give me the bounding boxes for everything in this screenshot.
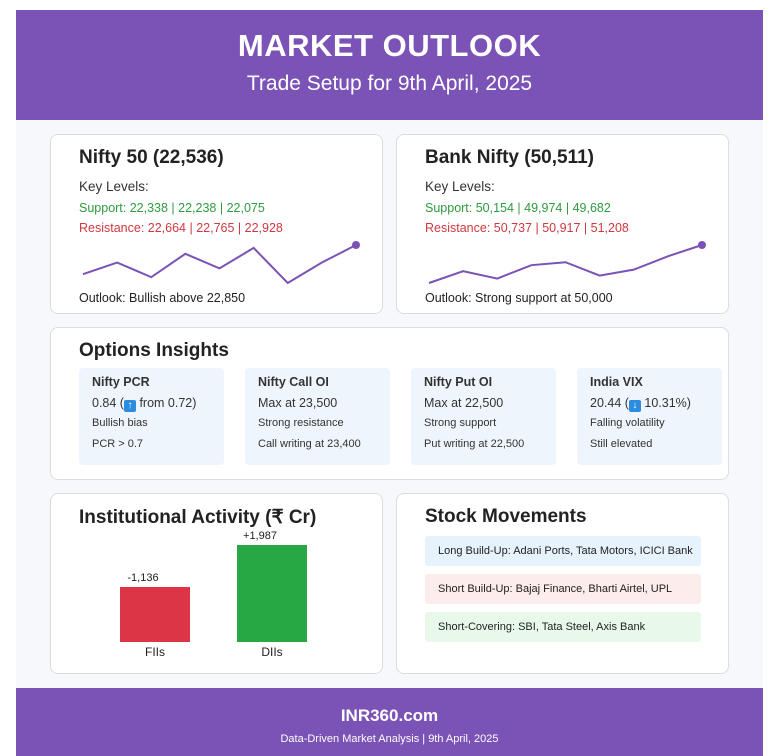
option-item-nifty-call-oi: Nifty Call OI Max at 23,500 Strong resis… [245, 368, 390, 465]
movement-short-covering: Short-Covering: SBI, Tata Steel, Axis Ba… [425, 612, 701, 642]
option-note: Strong resistance [258, 417, 344, 429]
options-insights-title: Options Insights [79, 340, 229, 361]
institutional-activity-title: Institutional Activity (₹ Cr) [79, 507, 317, 528]
bar-fiis [120, 586, 190, 642]
sparkline-end-dot [698, 241, 706, 249]
bank-nifty-outlook: Outlook: Strong support at 50,000 [425, 291, 613, 305]
footer-brand: INR360.com [340, 706, 439, 725]
option-note: Falling volatility [590, 417, 665, 429]
stock-movements-card: Stock Movements Long Build-Up: Adani Por… [396, 493, 729, 674]
option-value-pre: 20.44 ( [590, 396, 629, 410]
nifty-card: Nifty 50 (22,536) Key Levels: Support: 2… [50, 134, 383, 314]
nifty-sparkline [82, 241, 360, 285]
option-heading: Nifty Put OI [424, 375, 493, 389]
option-value-pre: 0.84 ( [92, 396, 124, 410]
option-note: PCR > 0.7 [92, 438, 144, 450]
option-heading: India VIX [590, 375, 643, 389]
option-heading: Nifty Call OI [258, 375, 329, 389]
options-insights-card: Options Insights Nifty PCR 0.84 (↑ from … [50, 327, 729, 480]
option-note: Call writing at 23,400 [258, 438, 361, 450]
page-subtitle: Trade Setup for 9th April, 2025 [246, 72, 533, 95]
nifty-key-levels-label: Key Levels: [79, 179, 149, 194]
option-heading: Nifty PCR [92, 375, 150, 389]
bar-value-label: -1,136 [127, 571, 159, 584]
option-item-india-vix: India VIX 20.44 (↓ 10.31%) Falling volat… [577, 368, 722, 465]
option-note: Still elevated [590, 438, 653, 450]
header-banner: MARKET OUTLOOK Trade Setup for 9th April… [16, 10, 763, 120]
option-note: Bullish bias [92, 417, 148, 429]
option-note: Strong support [424, 417, 497, 429]
option-value-post: 10.31%) [640, 396, 691, 410]
nifty-outlook: Outlook: Bullish above 22,850 [79, 291, 246, 305]
footer-banner: INR360.com Data-Driven Market Analysis |… [16, 688, 763, 756]
bar-category-label: DIIs [261, 645, 283, 659]
nifty-title: Nifty 50 (22,536) [79, 147, 224, 168]
down-arrow-icon: ↓ [628, 400, 641, 412]
bar-diis [237, 545, 307, 642]
option-note: Put writing at 22,500 [424, 438, 525, 450]
movement-long-buildup: Long Build-Up: Adani Ports, Tata Motors,… [425, 536, 701, 566]
bank-nifty-card: Bank Nifty (50,511) Key Levels: Support:… [396, 134, 729, 314]
footer-tagline: Data-Driven Market Analysis | 9th April,… [280, 733, 499, 745]
up-arrow-icon: ↑ [123, 400, 136, 412]
nifty-resistance: Resistance: 22,664 | 22,765 | 22,928 [79, 221, 283, 235]
option-item-nifty-pcr: Nifty PCR 0.84 (↑ from 0.72) Bullish bia… [79, 368, 224, 465]
bar-category-label: FIIs [145, 645, 165, 659]
bank-nifty-title: Bank Nifty (50,511) [425, 147, 594, 168]
bank-nifty-key-levels-label: Key Levels: [425, 179, 495, 194]
bank-nifty-sparkline [428, 241, 706, 284]
option-value: 0.84 (↑ from 0.72) [92, 396, 196, 412]
bank-nifty-support: Support: 50,154 | 49,974 | 49,682 [425, 201, 611, 215]
option-value-post: from 0.72) [135, 396, 197, 410]
nifty-support: Support: 22,338 | 22,238 | 22,075 [79, 201, 265, 215]
option-value: Max at 23,500 [258, 396, 338, 410]
sparkline-path [82, 244, 357, 285]
sparkline-path [428, 244, 703, 284]
sparkline-end-dot [352, 241, 360, 249]
institutional-bar-chart: -1,136 FIIs +1,987 DIIs [51, 494, 384, 675]
page: MARKET OUTLOOK Trade Setup for 9th April… [16, 10, 763, 756]
option-value: Max at 22,500 [424, 396, 504, 410]
option-value: 20.44 (↓ 10.31%) [590, 396, 691, 412]
bar-value-label: +1,987 [243, 530, 277, 542]
stock-movements-title: Stock Movements [425, 506, 587, 527]
institutional-activity-card: Institutional Activity (₹ Cr) -1,136 FIIs… [50, 493, 383, 674]
page-title: MARKET OUTLOOK [237, 28, 542, 63]
movement-short-buildup: Short Build-Up: Bajaj Finance, Bharti Ai… [425, 574, 701, 604]
option-item-nifty-put-oi: Nifty Put OI Max at 22,500 Strong suppor… [411, 368, 556, 465]
bank-nifty-resistance: Resistance: 50,737 | 50,917 | 51,208 [425, 221, 629, 235]
